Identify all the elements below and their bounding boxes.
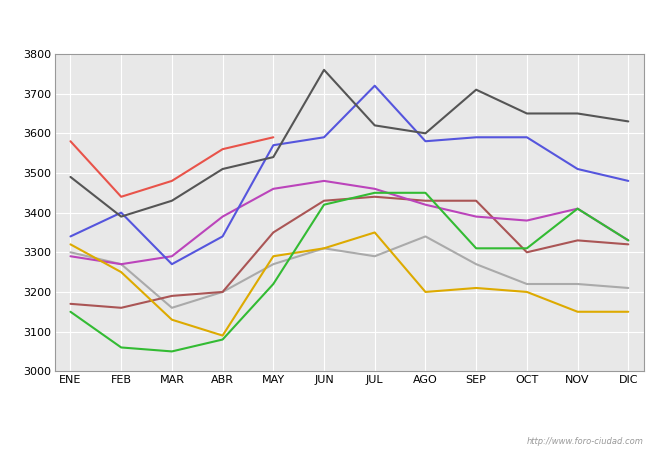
Text: http://www.foro-ciudad.com: http://www.foro-ciudad.com [526, 436, 644, 446]
Text: Afiliados en el Puig de Santa María a 31/5/2024: Afiliados en el Puig de Santa María a 31… [135, 16, 515, 32]
